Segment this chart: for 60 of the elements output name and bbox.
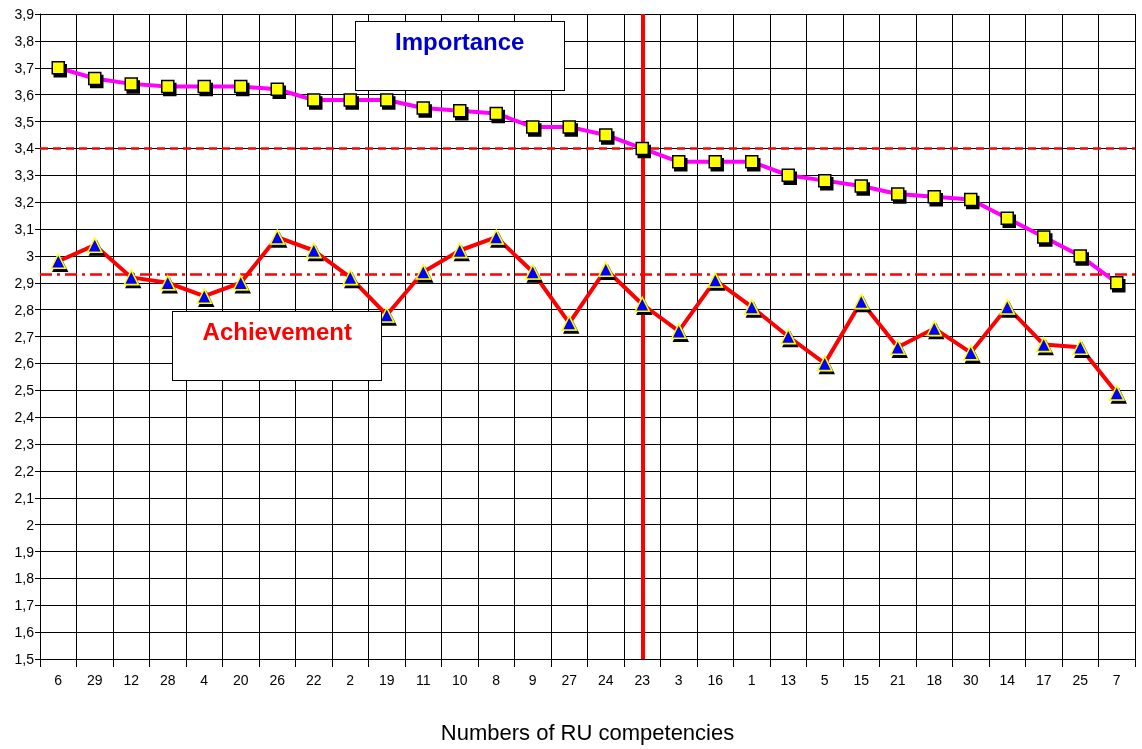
- y-tick-label: 2,9: [14, 274, 35, 291]
- x-tick-label: 16: [707, 672, 724, 688]
- y-tick-label: 3,2: [14, 194, 35, 211]
- y-tick-label: 3,5: [14, 113, 35, 130]
- y-tick-label: 2: [26, 516, 35, 533]
- y-tick-label: 2,6: [14, 355, 35, 372]
- x-tick-label: 17: [1035, 672, 1052, 688]
- x-tick-label: 11: [415, 672, 431, 688]
- y-tick-label: 3,9: [14, 6, 35, 22]
- x-tick-label: 24: [597, 672, 614, 688]
- y-tick-label: 3,8: [14, 32, 35, 49]
- x-tick-label: 7: [1112, 672, 1121, 688]
- x-tick-label: 14: [999, 672, 1016, 688]
- x-tick-label: 21: [889, 672, 906, 688]
- label-frame: Importance: [354, 20, 565, 91]
- x-tick-label: 9: [528, 672, 537, 688]
- y-tick-label: 1,8: [14, 570, 35, 587]
- y-tick-label: 2,7: [14, 328, 35, 345]
- x-tick-label: 8: [492, 672, 501, 688]
- x-tick-label: 28: [159, 672, 176, 688]
- x-axis-title: Numbers of RU competencies: [440, 719, 735, 745]
- x-tick-label: 26: [269, 672, 286, 688]
- x-tick-label: 18: [926, 672, 943, 688]
- x-tick-label: 2: [346, 672, 355, 688]
- y-tick-label: 2,3: [14, 436, 35, 452]
- y-tick-label: 3,3: [14, 167, 35, 184]
- y-tick-label: 1,5: [14, 651, 35, 667]
- y-tick-label: 3,7: [14, 59, 35, 76]
- y-tick-label: 3,4: [14, 140, 35, 157]
- y-tick-label: 3,1: [14, 221, 35, 237]
- y-tick-label: 1,6: [14, 624, 35, 641]
- x-tick-label: 23: [634, 672, 651, 688]
- y-tick-label: 2,4: [14, 409, 35, 426]
- x-tick-label: 29: [86, 672, 103, 688]
- x-tick-label: 6: [54, 672, 63, 688]
- y-tick-label: 2,5: [14, 382, 35, 399]
- y-tick-label: 1,9: [14, 543, 35, 560]
- x-tick-label: 22: [305, 672, 322, 688]
- x-tick-label: 30: [962, 672, 979, 688]
- x-tick-label: 5: [820, 672, 829, 688]
- y-tick-label: 2,2: [14, 462, 35, 479]
- x-tick-label: 10: [451, 672, 468, 688]
- x-tick-label: 25: [1072, 672, 1089, 688]
- series-label: Achievement: [201, 318, 353, 346]
- y-tick-label: 2,8: [14, 301, 35, 318]
- y-tick-label: 3: [26, 247, 35, 264]
- x-tick-label: 15: [853, 672, 870, 688]
- label-frame: Achievement: [172, 311, 383, 381]
- x-tick-label: 27: [561, 672, 578, 688]
- x-tick-label: 12: [123, 672, 140, 688]
- x-tick-label: 3: [674, 672, 683, 688]
- x-tick-label: 4: [200, 672, 209, 688]
- x-tick-label: 20: [232, 672, 249, 688]
- x-tick-label: 19: [378, 672, 395, 688]
- x-tick-label: 13: [780, 672, 797, 688]
- y-tick-label: 3,6: [14, 86, 35, 103]
- x-tick-label: 1: [747, 672, 756, 688]
- y-tick-label: 1,7: [14, 597, 35, 614]
- y-tick-label: 2,1: [14, 489, 35, 506]
- series-label: Importance: [394, 27, 526, 56]
